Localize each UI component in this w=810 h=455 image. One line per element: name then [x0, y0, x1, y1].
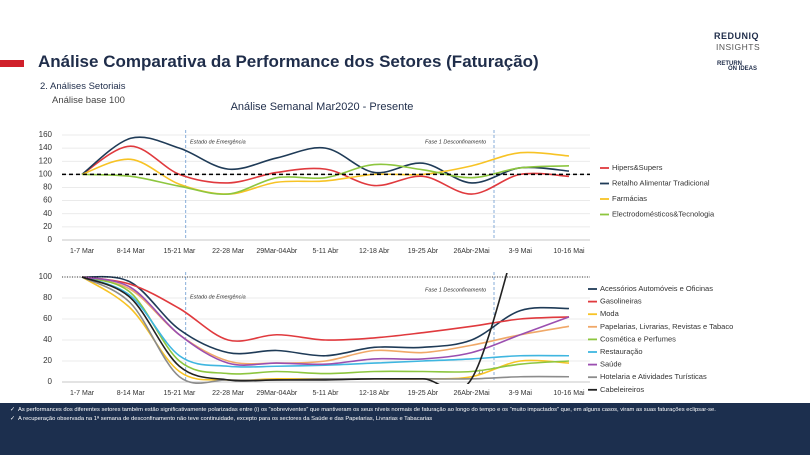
- annotation: Fase 1 Desconfinamento: [425, 287, 486, 293]
- x-tick-label: 22-28 Mar: [212, 248, 245, 255]
- chart-heading: Análise Semanal Mar2020 - Presente: [231, 101, 414, 113]
- legend-label: Farmácias: [612, 194, 647, 203]
- y-tick-label: 120: [39, 156, 53, 165]
- legend-label: Restauração: [600, 347, 643, 356]
- x-tick-label: 8-14 Mar: [117, 248, 146, 255]
- legend-label: Cosmética e Perfumes: [600, 334, 676, 343]
- x-tick-label: 26Abr-2Mai: [454, 390, 491, 397]
- series-line: [81, 136, 570, 184]
- x-tick-label: 5-11 Abr: [313, 248, 340, 255]
- y-tick-label: 80: [43, 293, 52, 302]
- x-tick-label: 5-11 Abr: [313, 390, 340, 397]
- footer-bullet: A recuperação observada na 1ª semana de …: [10, 416, 750, 424]
- logo-text: ON IDEAS: [728, 66, 758, 72]
- y-tick-label: 160: [39, 130, 53, 139]
- legend-label: Papelarias, Livrarias, Revistas e Tabaco: [600, 322, 733, 331]
- legend-label: Gasolineiras: [600, 297, 642, 306]
- logo-text: RETURN: [717, 61, 742, 67]
- x-tick-label: 1-7 Mar: [70, 390, 95, 397]
- x-tick-label: 3-9 Mai: [509, 248, 533, 255]
- series-line: [81, 276, 570, 342]
- x-tick-label: 10-16 Mai: [553, 248, 585, 255]
- series-line: [81, 163, 570, 196]
- legend-label: Electrodomésticos&Tecnologia: [612, 209, 715, 218]
- legend-label: Acessórios Automóveis e Oficinas: [600, 284, 713, 293]
- legend-label: Saúde: [600, 360, 622, 369]
- x-tick-label: 8-14 Mar: [117, 390, 146, 397]
- annotation: Fase 1 Desconfinamento: [425, 139, 486, 145]
- annotation: Estado de Emergência: [190, 139, 246, 145]
- legend-label: Moda: [600, 309, 620, 318]
- y-tick-label: 0: [48, 377, 53, 386]
- x-tick-label: 26Abr-2Mai: [454, 248, 491, 255]
- x-tick-label: 15-21 Mar: [163, 390, 196, 397]
- series-line: [81, 276, 570, 366]
- y-tick-label: 60: [43, 314, 52, 323]
- series-line: [81, 276, 570, 368]
- y-tick-label: 20: [43, 222, 52, 231]
- series-line: [81, 151, 570, 195]
- legend-label: Retalho Alimentar Tradicional: [612, 178, 710, 187]
- y-tick-label: 140: [39, 143, 53, 152]
- series-line: [81, 276, 570, 365]
- x-tick-label: 10-16 Mai: [553, 390, 585, 397]
- x-tick-label: 29Mar-04Abr: [256, 248, 298, 255]
- annotation: 11: [478, 369, 484, 375]
- x-tick-label: 19-25 Abr: [408, 248, 439, 255]
- footer-list: As performances dos diferentes setores t…: [0, 407, 810, 423]
- x-tick-label: 29Mar-04Abr: [256, 390, 298, 397]
- series-line: [81, 145, 570, 195]
- x-tick-label: 12-18 Abr: [359, 390, 390, 397]
- accent-bar: [0, 60, 24, 67]
- x-tick-label: 15-21 Mar: [163, 248, 196, 255]
- note: Análise base 100: [52, 95, 125, 106]
- legend-label: Hotelaria e Atividades Turísticas: [600, 372, 707, 381]
- footer-bullet: As performances dos diferentes setores t…: [10, 407, 750, 415]
- slide-title: Análise Comparativa da Performance dos S…: [38, 52, 539, 71]
- x-tick-label: 19-25 Abr: [408, 390, 439, 397]
- logo-text: INSIGHTS: [716, 42, 761, 52]
- y-tick-label: 80: [43, 183, 52, 192]
- y-tick-label: 100: [39, 169, 53, 178]
- y-tick-label: 20: [43, 356, 52, 365]
- y-tick-label: 100: [39, 272, 53, 281]
- x-tick-label: 3-9 Mai: [509, 390, 533, 397]
- logo-text: REDUNIQ: [714, 31, 760, 41]
- annotation: Estado de Emergência: [190, 294, 246, 300]
- x-tick-label: 1-7 Mar: [70, 248, 95, 255]
- series-line: [81, 273, 508, 384]
- y-tick-label: 40: [43, 209, 52, 218]
- y-tick-label: 40: [43, 335, 52, 344]
- series-line: [81, 276, 570, 375]
- footer: As performances dos diferentes setores t…: [0, 403, 810, 455]
- series-line: [81, 276, 570, 384]
- section-label: 2. Análises Setoriais: [40, 81, 126, 92]
- y-tick-label: 60: [43, 196, 52, 205]
- legend-label: Hipers&Supers: [612, 163, 663, 172]
- plot-lines: [81, 273, 570, 384]
- charts: Análise Semanal Mar2020 - Presente 0 20 40…: [39, 101, 734, 397]
- plot-lines: [81, 136, 570, 196]
- x-tick-label: 12-18 Abr: [359, 248, 390, 255]
- y-tick-label: 0: [48, 235, 53, 244]
- x-tick-label: 22-28 Mar: [212, 390, 245, 397]
- series-line: [81, 275, 570, 357]
- legend-label: Cabeleireiros: [600, 385, 644, 394]
